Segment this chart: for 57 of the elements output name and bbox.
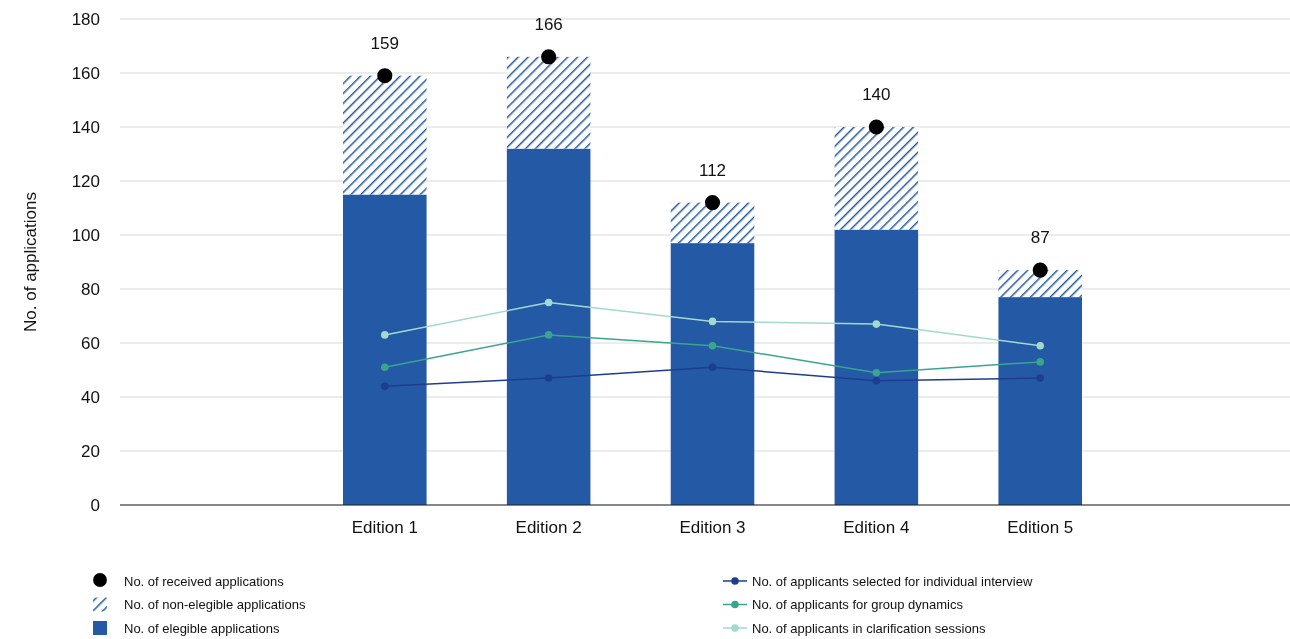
point — [708, 341, 717, 350]
legend-label: No. of applicants in clarification sessions — [752, 620, 986, 636]
data-label: 140 — [862, 85, 891, 104]
y-tick-label: 60 — [81, 334, 100, 353]
point — [377, 68, 393, 84]
bar — [834, 229, 919, 505]
bar — [343, 75, 427, 195]
point — [381, 331, 389, 339]
y-tick-label: 20 — [81, 442, 100, 461]
y-axis-title: No. of applications — [21, 192, 40, 332]
point — [872, 320, 881, 328]
x-tick-label: Edition 2 — [515, 518, 582, 537]
x-tick-label: Edition 3 — [679, 518, 746, 537]
point — [1032, 262, 1048, 278]
bar — [670, 202, 755, 244]
y-tick-label: 40 — [81, 388, 100, 407]
x-tick-label: Edition 1 — [351, 518, 418, 537]
legend-label: No. of non-elegible applications — [124, 597, 306, 612]
legend-label: No. of applicants selected for individual interview — [752, 573, 1033, 589]
point — [868, 119, 884, 135]
point — [1036, 374, 1044, 382]
y-tick-label: 180 — [71, 10, 100, 29]
point — [381, 382, 389, 390]
bar — [998, 297, 1082, 505]
point — [704, 195, 721, 211]
data-label: 112 — [698, 160, 727, 180]
legend-label: No. of applicants for group dynamics — [752, 597, 964, 612]
bar — [670, 243, 755, 505]
data-label: 87 — [1030, 228, 1050, 248]
legend-label: No. of received applications — [124, 573, 285, 589]
y-tick-label: 0 — [90, 496, 100, 515]
point — [708, 363, 717, 372]
bar — [506, 148, 591, 505]
legend-label: No. of elegible applications — [124, 620, 280, 636]
y-tick-label: 100 — [71, 226, 100, 245]
bar — [506, 56, 591, 149]
bar — [834, 127, 919, 230]
y-tick-label: 80 — [81, 280, 100, 299]
point — [544, 298, 553, 307]
data-label: 166 — [534, 14, 563, 34]
y-tick-label: 120 — [71, 172, 100, 191]
point — [544, 374, 553, 382]
point — [1036, 341, 1044, 350]
x-tick-label: Edition 4 — [843, 518, 910, 537]
point — [1036, 358, 1044, 366]
point — [541, 49, 557, 65]
point — [544, 331, 553, 339]
y-tick-label: 140 — [71, 118, 100, 137]
point — [708, 317, 717, 326]
bar — [998, 270, 1082, 298]
point — [872, 368, 881, 377]
x-tick-label: Edition 5 — [1007, 518, 1074, 537]
bar — [343, 194, 427, 505]
point — [872, 377, 881, 385]
y-tick-label: 160 — [71, 64, 100, 83]
data-label: 159 — [370, 33, 399, 53]
point — [381, 363, 389, 372]
